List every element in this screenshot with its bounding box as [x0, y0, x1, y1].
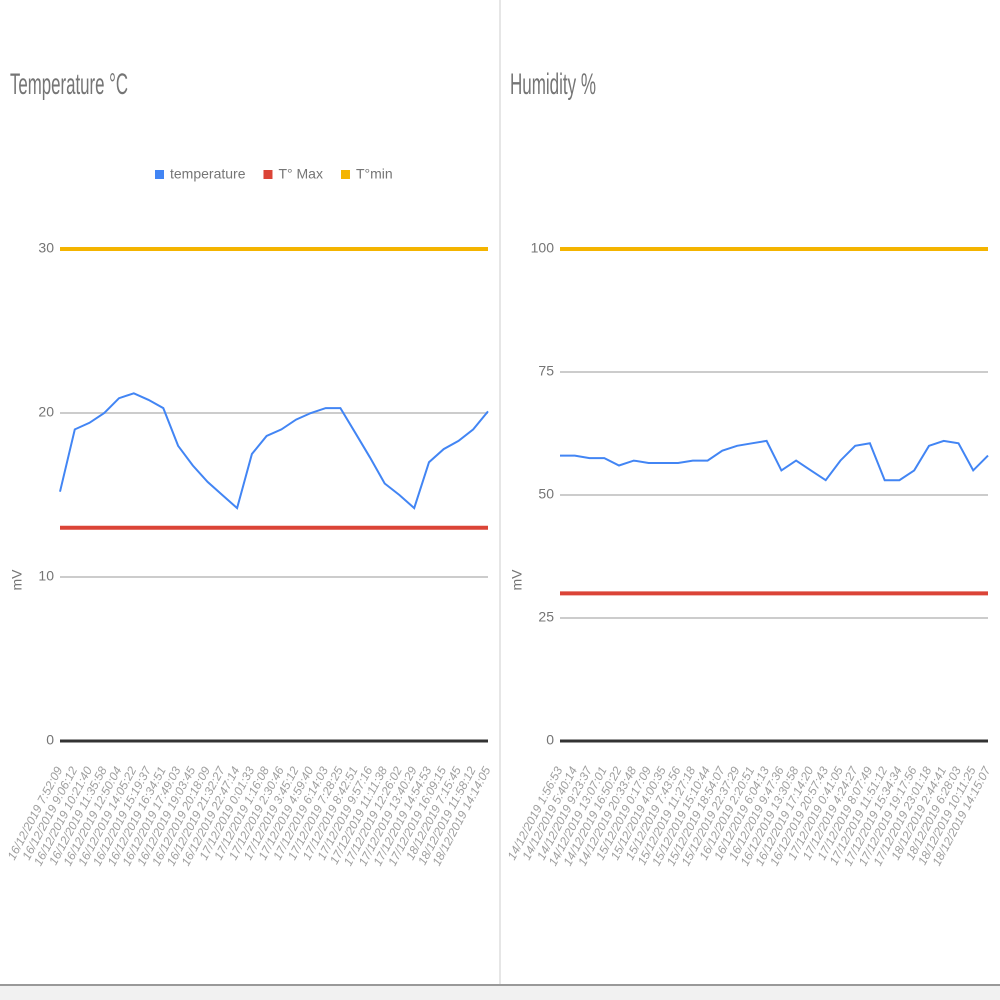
y-tick-label: 25 [538, 609, 554, 625]
legend-label: T° Max [278, 166, 323, 182]
legend-label: T°min [356, 166, 393, 182]
y-tick-label: 10 [38, 568, 54, 584]
chart-title: Humidity % [510, 68, 596, 101]
legend: temperature T° Max T°min [155, 166, 393, 182]
chart-title: Temperature °C [10, 68, 128, 101]
legend-swatch [263, 170, 273, 179]
y-axis-label: mV [9, 569, 25, 591]
legend-label: temperature [170, 166, 246, 182]
y-axis-label: mV [509, 569, 525, 591]
y-tick-label: 50 [538, 486, 554, 502]
y-tick-label: 100 [531, 240, 555, 256]
y-tick-label: 20 [38, 404, 54, 420]
legend-swatch [155, 170, 164, 179]
series-line [560, 439, 989, 482]
y-tick-label: 0 [46, 732, 54, 748]
y-tick-label: 30 [38, 240, 54, 256]
y-tick-label: 0 [546, 732, 554, 748]
y-tick-label: 75 [538, 363, 554, 379]
series-line [59, 392, 489, 510]
bottom-bar [0, 985, 1000, 1000]
legend-swatch [340, 170, 350, 179]
